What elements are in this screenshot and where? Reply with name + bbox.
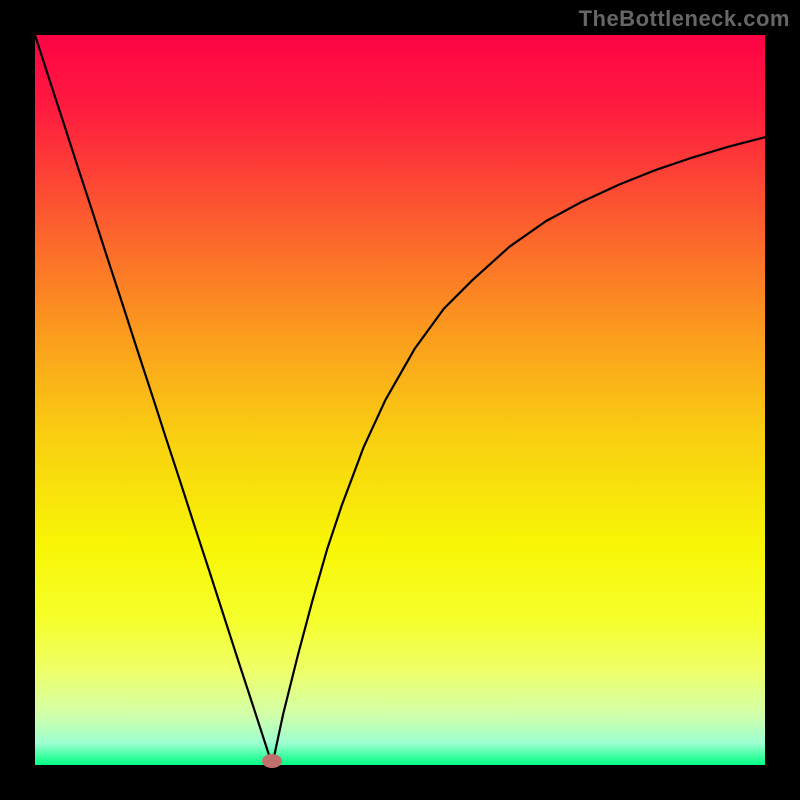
chart-container: TheBottleneck.com [0, 0, 800, 800]
optimal-point-marker [262, 754, 282, 768]
chart-background-gradient [35, 35, 765, 765]
watermark-text: TheBottleneck.com [579, 6, 790, 32]
plot-area [35, 35, 765, 765]
